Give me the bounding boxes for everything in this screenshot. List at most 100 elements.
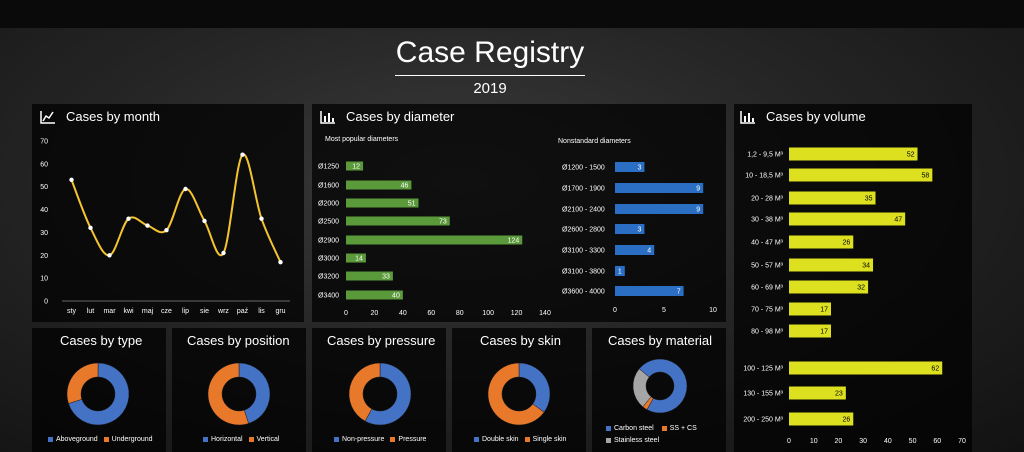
volume-header: Cases by volume xyxy=(740,109,866,124)
x-tick-label: sty xyxy=(67,308,76,315)
volume-bar xyxy=(789,361,943,375)
legend-label: Underground xyxy=(111,436,153,443)
pressure-title: Cases by pressure xyxy=(327,333,436,348)
legend-swatch-gray xyxy=(606,438,611,443)
volume-bar xyxy=(789,191,876,205)
diameter-value-label: 40 xyxy=(392,293,400,300)
nonstandard-bar xyxy=(615,162,645,172)
legend-label: Single skin xyxy=(532,436,567,443)
volume-bar xyxy=(789,212,906,226)
x-tick-label: lut xyxy=(87,308,94,315)
legend-swatch-orange xyxy=(524,437,530,442)
diameter-category-label: Ø2500 xyxy=(318,219,339,226)
diameter-category-label: Ø2000 xyxy=(318,201,339,208)
y-tick-label: 20 xyxy=(40,253,48,260)
nonstandard-value-label: 7 xyxy=(677,289,681,296)
page-year: 2019 xyxy=(473,80,507,97)
nonstandard-x-tick-label: 10 xyxy=(709,307,717,314)
diameter-x-tick-label: 60 xyxy=(427,310,435,317)
diameter-header: Cases by diameter xyxy=(320,109,454,124)
nonstandard-category-label: Ø2100 - 2400 xyxy=(562,207,605,214)
diameter-category-label: Ø1600 xyxy=(318,183,339,190)
y-tick-label: 30 xyxy=(40,230,48,237)
y-tick-label: 60 xyxy=(40,161,48,168)
volume-bar xyxy=(789,412,854,426)
skin-slice xyxy=(518,362,551,413)
legend-label: Double skin xyxy=(482,436,519,443)
diameter-value-label: 51 xyxy=(408,201,416,208)
diameter-category-label: Ø3000 xyxy=(318,256,339,263)
volume-bar xyxy=(789,168,933,182)
month-header: Cases by month xyxy=(40,109,160,124)
diameter-x-tick-label: 120 xyxy=(511,310,523,317)
material-legend-1: Carbon steel SS + CS xyxy=(606,425,697,432)
material-legend-2: Stainless steel xyxy=(606,437,659,444)
volume-value-label: 35 xyxy=(865,196,873,203)
page-title: Case Registry xyxy=(395,36,585,69)
volume-value-label: 17 xyxy=(820,307,828,314)
bar-chart-icon xyxy=(320,110,335,124)
legend-swatch-orange xyxy=(248,437,254,442)
pressure-legend: Non-pressure Pressure xyxy=(334,436,426,443)
volume-value-label: 62 xyxy=(931,366,939,373)
volume-title: Cases by volume xyxy=(766,109,866,124)
diameter-x-tick-label: 20 xyxy=(371,310,379,317)
nonstandard-category-label: Ø1700 - 1900 xyxy=(562,186,605,193)
diameter-value-label: 14 xyxy=(355,256,363,263)
volume-value-label: 26 xyxy=(842,240,850,247)
line-chart-icon xyxy=(40,110,55,124)
position-slice xyxy=(207,362,249,426)
month-data-point xyxy=(240,152,245,157)
month-panel xyxy=(32,104,304,322)
legend-swatch-orange xyxy=(661,426,667,431)
nonstandard-value-label: 3 xyxy=(637,165,641,172)
nonstandard-bar xyxy=(615,266,625,276)
diameter-title: Cases by diameter xyxy=(346,109,455,124)
type-title: Cases by type xyxy=(60,333,143,348)
month-data-point xyxy=(88,225,93,231)
x-tick-label: mar xyxy=(103,308,116,315)
volume-value-label: 52 xyxy=(907,152,915,159)
volume-category-label: 50 - 57 M³ xyxy=(751,263,784,270)
nonstandard-value-label: 3 xyxy=(637,227,641,234)
material-slice xyxy=(638,358,688,414)
position-slice xyxy=(238,362,271,424)
pressure-slice xyxy=(348,362,381,422)
legend-label: Vertical xyxy=(256,436,280,443)
diameter-x-tick-label: 40 xyxy=(399,310,407,317)
x-tick-label: cze xyxy=(161,308,172,315)
nonstandard-x-tick-label: 0 xyxy=(613,307,617,314)
volume-category-label: 70 - 75 M³ xyxy=(751,307,784,314)
volume-value-label: 47 xyxy=(894,217,902,224)
legend-swatch-orange xyxy=(390,437,396,442)
material-title: Cases by material xyxy=(608,333,713,348)
diameter-bar xyxy=(346,235,523,245)
type-slice xyxy=(66,362,99,404)
diameter-bar xyxy=(346,198,419,208)
month-data-point xyxy=(69,177,74,183)
legend-swatch-blue xyxy=(203,437,208,442)
month-data-point xyxy=(126,216,131,221)
legend-swatch-blue xyxy=(474,437,479,442)
nonstandard-diameters-subtitle: Nonstandard diameters xyxy=(558,138,631,145)
month-data-point xyxy=(278,259,283,265)
diameter-x-tick-label: 0 xyxy=(344,310,348,317)
type-legend: Aboveground Underground xyxy=(48,436,153,443)
volume-bar xyxy=(789,386,846,400)
nonstandard-x-tick-label: 5 xyxy=(662,307,666,314)
volume-x-tick-label: 30 xyxy=(859,438,867,445)
position-legend: Horizontal Vertical xyxy=(203,436,279,443)
skin-legend: Double skin Single skin xyxy=(474,436,566,443)
diameter-x-tick-label: 100 xyxy=(482,310,494,317)
diameter-bar xyxy=(346,180,412,190)
legend-swatch-orange xyxy=(103,437,109,442)
material-panel xyxy=(592,328,726,452)
diameter-category-label: Ø3400 xyxy=(318,293,339,300)
legend-label: Pressure xyxy=(398,436,427,443)
diameter-value-label: 124 xyxy=(508,238,520,245)
volume-x-tick-label: 0 xyxy=(787,438,791,445)
nonstandard-bar xyxy=(615,204,704,214)
pressure-panel xyxy=(312,328,446,452)
nonstandard-bar xyxy=(615,245,655,255)
